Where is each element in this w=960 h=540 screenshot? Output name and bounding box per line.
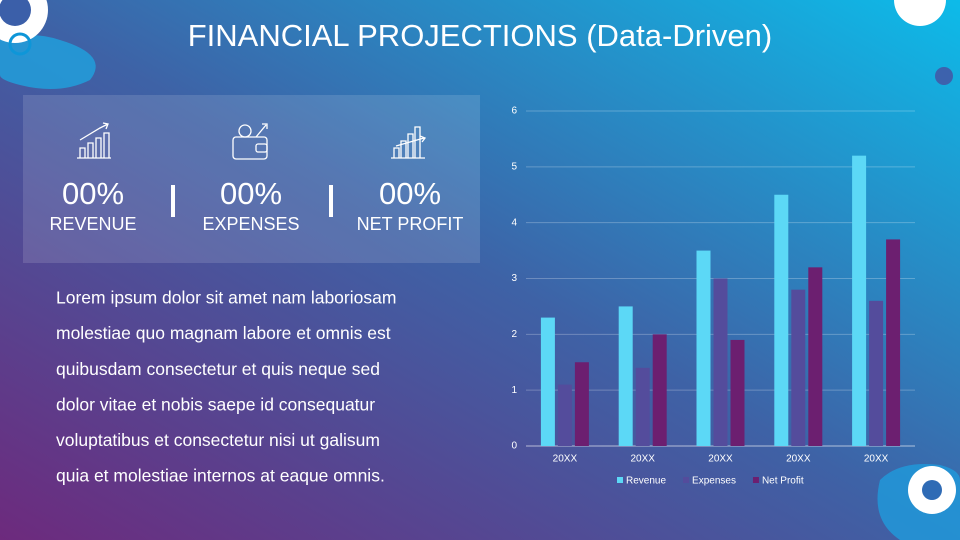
x-tick-label: 20XX: [864, 454, 889, 465]
title: FINANCIAL PROJECTIONS (Data-Driven): [188, 18, 773, 53]
bar: [540, 317, 555, 446]
y-tick-label: 0: [511, 441, 517, 452]
y-tick-label: 3: [511, 273, 517, 284]
x-tick-label: 20XX: [786, 454, 811, 465]
stat-label: EXPENSES: [202, 214, 299, 234]
separator: [329, 185, 333, 217]
bar: [635, 367, 650, 446]
bar: [652, 334, 667, 446]
paragraph-line: dolor vitae et nobis saepe id consequatu…: [56, 394, 375, 414]
legend-swatch: [752, 477, 759, 483]
bar: [886, 239, 901, 446]
bar: [557, 384, 572, 446]
stat-label: REVENUE: [49, 214, 136, 234]
stat-value: 00%: [62, 176, 124, 211]
bar: [852, 155, 867, 446]
legend-label: Revenue: [626, 476, 666, 487]
bar: [618, 306, 633, 446]
separator: [171, 185, 175, 217]
y-tick-label: 6: [511, 106, 517, 117]
x-tick-label: 20XX: [553, 454, 578, 465]
paragraph-line: quia et molestiae internos at eaque omni…: [56, 466, 385, 486]
paragraph-line: voluptatibus et consectetur nisi ut gali…: [56, 430, 380, 450]
y-tick-label: 5: [511, 161, 517, 172]
bar: [869, 300, 884, 446]
bar: [774, 194, 789, 446]
x-tick-label: 20XX: [708, 454, 733, 465]
x-tick-label: 20XX: [630, 454, 655, 465]
legend-label: Expenses: [692, 476, 736, 487]
bar: [574, 362, 589, 446]
stat-value: 00%: [220, 176, 282, 211]
paragraph-line: molestiae quo magnam labore et omnis est: [56, 323, 391, 343]
stats-panel: [23, 95, 480, 263]
bar: [696, 250, 711, 446]
paragraph-line: Lorem ipsum dolor sit amet nam laboriosa…: [56, 288, 396, 308]
bar: [713, 278, 728, 446]
y-tick-label: 2: [511, 329, 517, 340]
legend-label: Net Profit: [762, 476, 804, 487]
legend-swatch: [683, 477, 690, 483]
stat-label: NET PROFIT: [357, 214, 464, 234]
y-tick-label: 1: [511, 385, 517, 396]
bar: [808, 267, 823, 446]
bar: [791, 289, 806, 446]
stat-icons: [77, 122, 427, 160]
paragraph-line: quibusdam consectetur et quis neque sed: [56, 359, 380, 379]
bar: [730, 339, 745, 446]
legend-swatch: [617, 477, 623, 483]
y-tick-label: 4: [511, 217, 517, 228]
stat-value: 00%: [379, 176, 441, 211]
